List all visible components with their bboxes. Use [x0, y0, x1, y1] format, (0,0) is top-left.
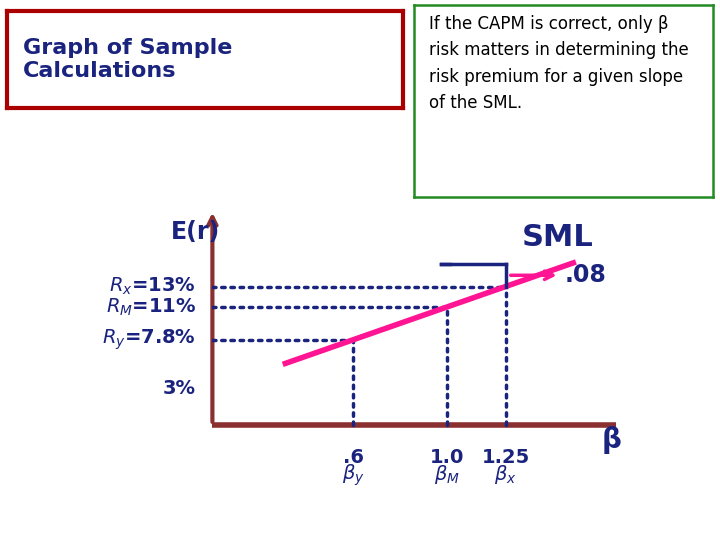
Text: $\beta_x$: $\beta_x$ [494, 463, 517, 485]
Text: .08: .08 [564, 264, 606, 287]
Text: β: β [601, 426, 621, 454]
Text: $\beta_M$: $\beta_M$ [434, 463, 460, 485]
Text: $R_x$=13%: $R_x$=13% [109, 276, 196, 297]
Text: $R_M$=11%: $R_M$=11% [106, 296, 196, 318]
Text: Calculations: Calculations [23, 61, 176, 81]
Text: SML: SML [522, 223, 594, 252]
Text: $R_y$=7.8%: $R_y$=7.8% [102, 328, 196, 352]
Text: $\beta_y$: $\beta_y$ [342, 463, 364, 488]
Text: E(r): E(r) [171, 220, 220, 244]
Text: If the CAPM is correct, only β
risk matters in determining the
risk premium for : If the CAPM is correct, only β risk matt… [429, 15, 689, 112]
Text: 1.0: 1.0 [430, 448, 464, 467]
Text: 3%: 3% [163, 380, 196, 399]
Text: 1.25: 1.25 [482, 448, 530, 467]
Text: Graph of Sample: Graph of Sample [23, 38, 233, 58]
Text: .6: .6 [343, 448, 364, 467]
